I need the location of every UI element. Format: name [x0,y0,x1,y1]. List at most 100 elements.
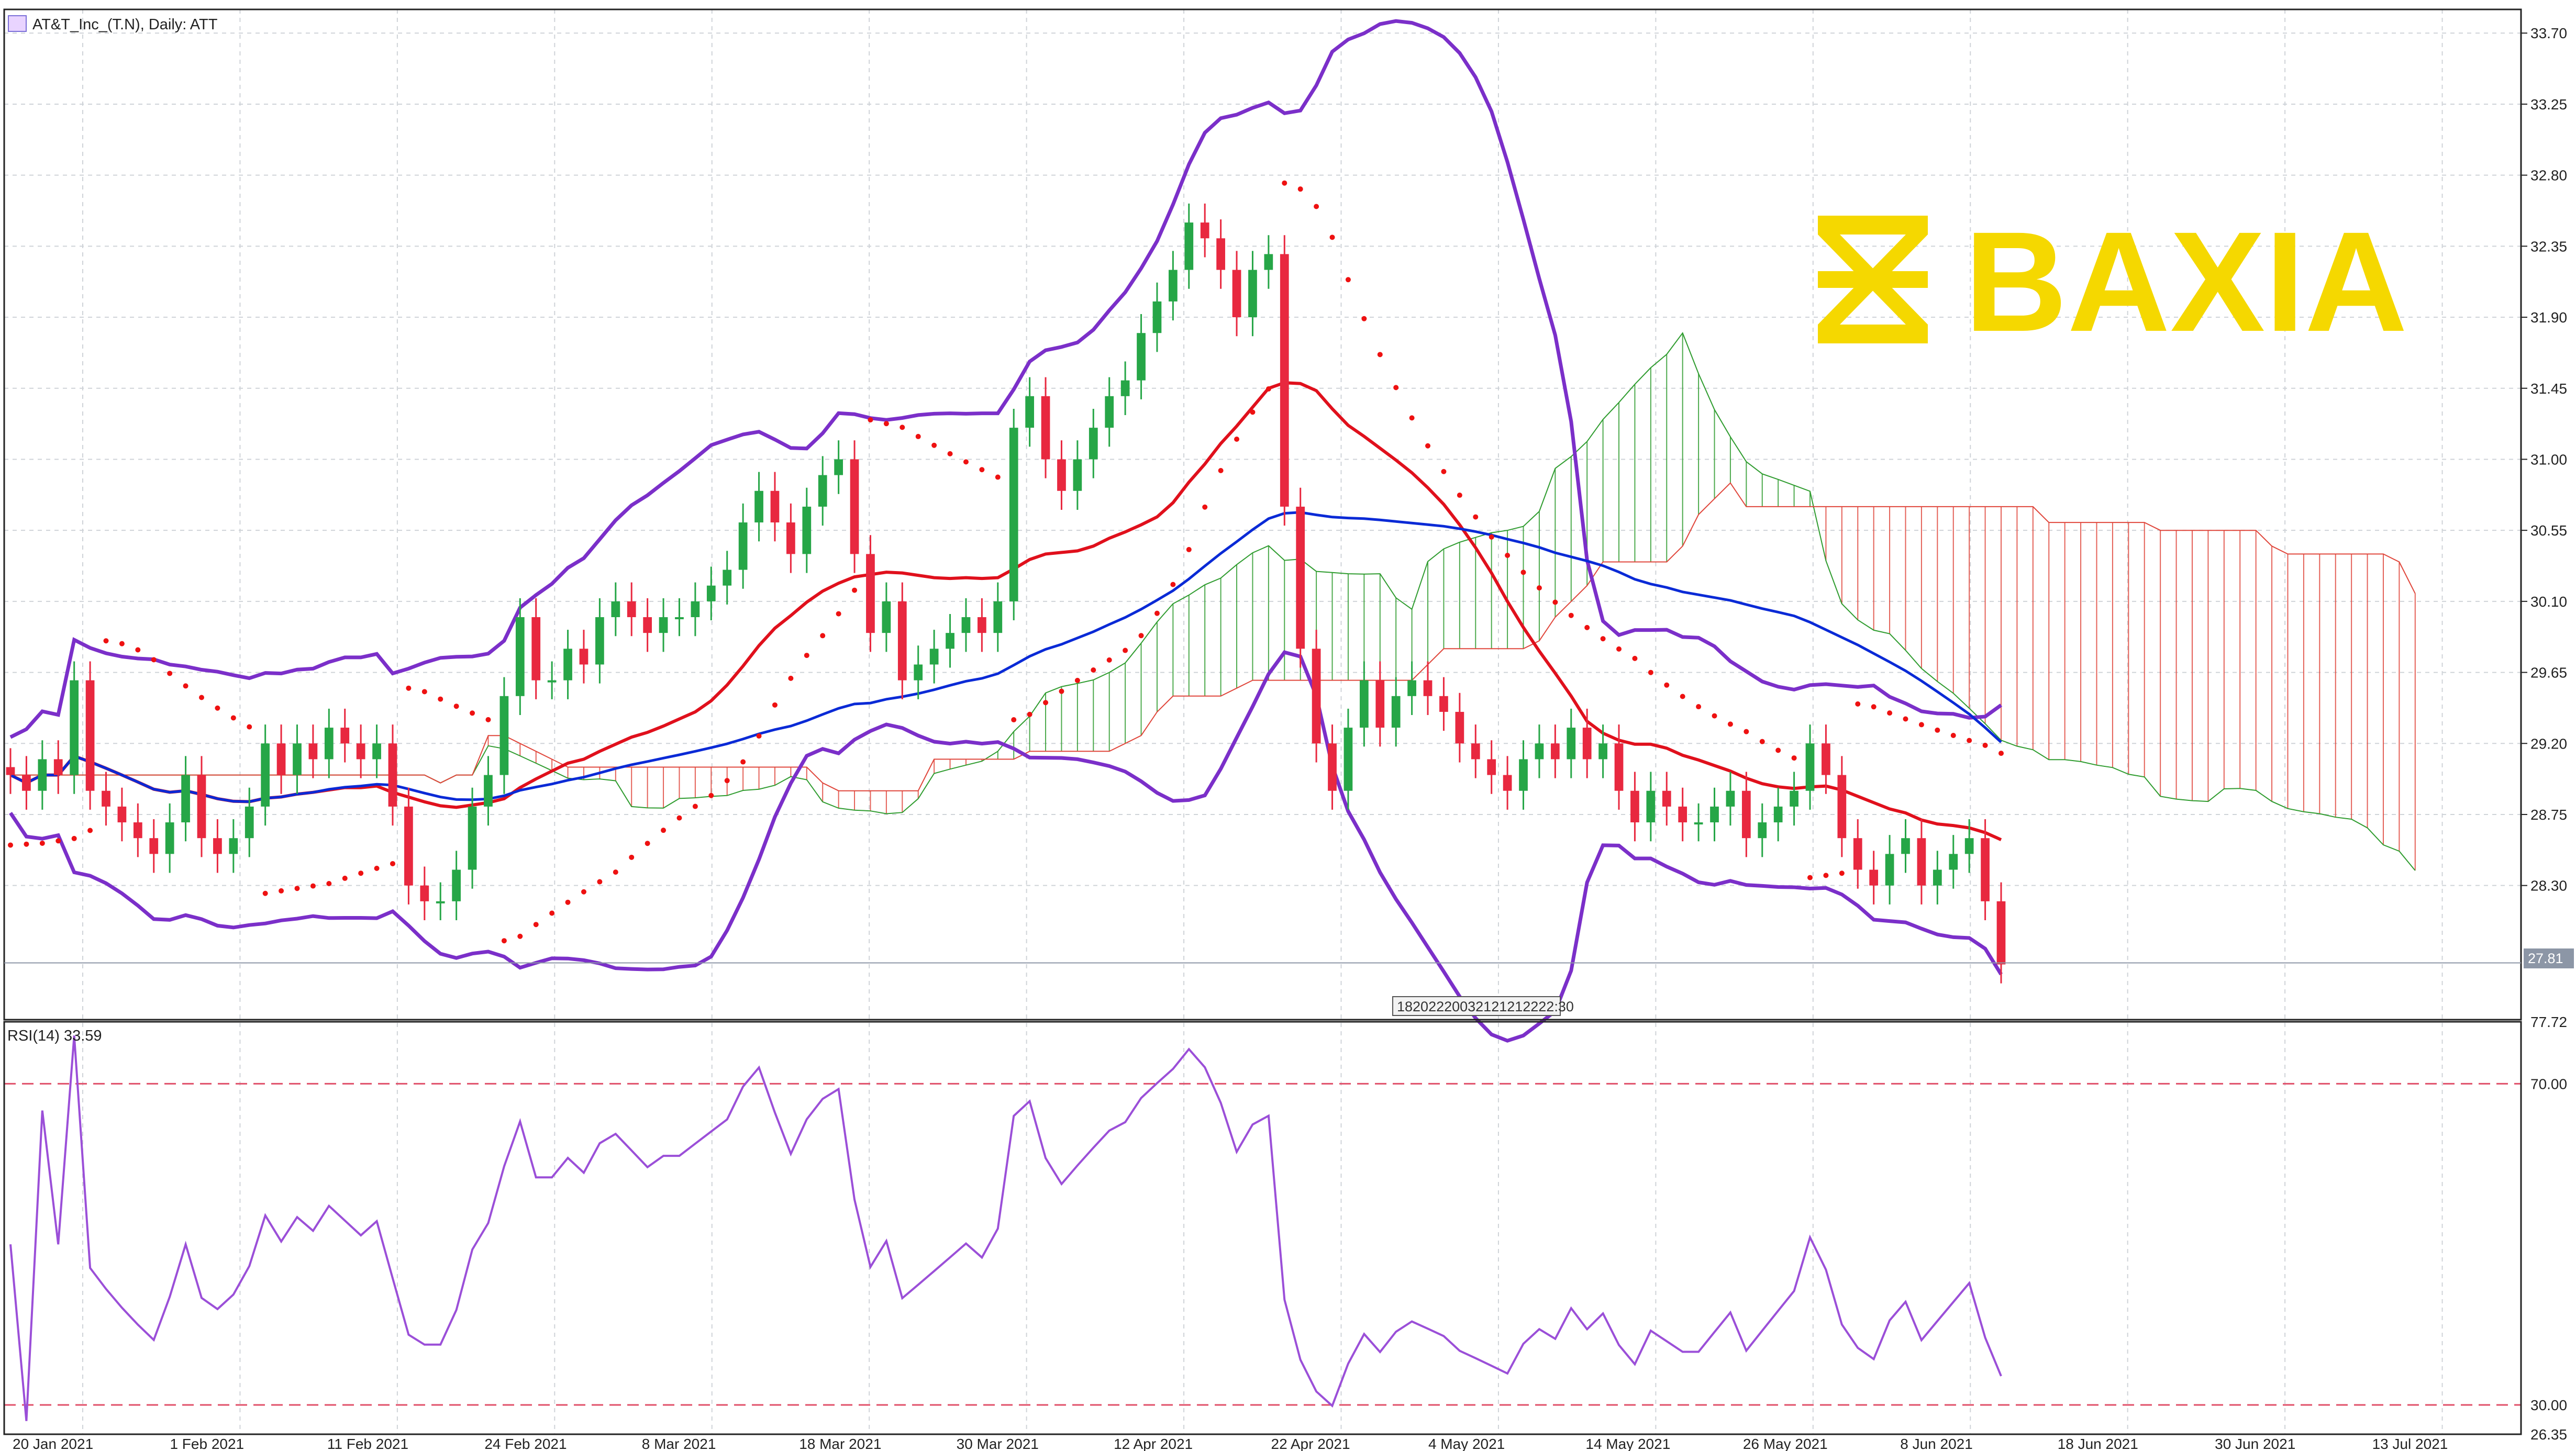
sar-dot [1202,504,1208,510]
sar-dot [71,835,77,841]
candle-body [436,901,445,903]
candle-body [1964,838,1974,854]
sar-dot [915,433,921,439]
candle-body [993,601,1003,633]
sar-dot [1584,624,1590,630]
candle-body [133,822,142,839]
sar-dot [1234,436,1240,442]
sar-dot [900,425,905,430]
candle-body [484,775,493,807]
sar-dot [1950,732,1956,738]
candle-body [229,838,238,854]
candle-body [1073,459,1082,491]
candle-body [1550,743,1560,760]
sar-dot [1727,721,1733,727]
sar-dot [39,840,45,846]
sar-dot [1903,716,1908,722]
candle-body [1296,506,1305,649]
candle-body [1805,743,1815,791]
x-tick-label: 12 Apr 2021 [1114,1436,1193,1451]
rsi-label: RSI(14) 33.59 [7,1028,102,1044]
candle-body [1407,680,1416,696]
candle-body [834,459,843,475]
sar-dot [931,442,937,448]
candle-body [1901,838,1910,854]
sar-dot [1616,646,1622,652]
x-tick-label: 13 Jul 2021 [2372,1436,2448,1451]
crosshair-tooltip: 18202220032121212222:30 [1392,996,1574,1016]
candle-body [1200,222,1209,239]
sar-dot [724,778,730,784]
candle-body [1503,775,1512,791]
sar-dot [1074,677,1080,683]
sar-dot [1807,875,1813,880]
candle-body [643,617,652,633]
sar-dot [772,702,778,708]
price-tick-label: 33.25 [2530,96,2567,113]
sar-dot [1775,747,1781,753]
candle-body [372,743,381,760]
candle-body [1391,696,1401,728]
price-tick-label: 31.00 [2530,451,2567,467]
sar-dot [692,803,698,809]
candle-body [1264,254,1273,270]
sar-dot [1329,235,1335,240]
candle-body [1025,396,1034,428]
candle-body [1152,301,1162,333]
candle-body [1216,238,1225,270]
candle-body [1885,854,1894,886]
sar-dot [613,869,618,875]
candle-body [882,601,891,633]
candle-body [659,617,668,633]
moving-average-blue [9,511,2002,803]
candle-body [1232,270,1241,318]
candle-body [213,838,222,854]
candle-body [754,490,763,523]
candle-body [611,601,620,618]
candle-body [1057,459,1066,491]
axes: 33.70 33.25 32.80 32.35 31.90 31.45 31.00 30.55… [3,8,2567,1451]
candles [6,203,2006,984]
sar-dot [247,724,252,730]
grid [4,9,2521,1434]
sar-dot [1457,493,1462,498]
sar-dot [1297,186,1303,192]
candle-body [388,743,397,807]
candle-body [1869,869,1879,886]
sar-dot [1059,688,1064,694]
candle-body [1120,380,1130,396]
sar-dot [1967,738,1972,743]
baxia-logo-icon [1818,216,1928,343]
sar-dot [517,933,523,939]
x-tick-label: 1 Feb 2021 [170,1436,244,1451]
sar-dot [868,417,873,423]
candle-body [324,728,334,760]
candle-body [978,617,986,633]
sar-dot [24,841,29,847]
sar-dot [1393,385,1399,390]
sar-dot [1520,570,1526,575]
sar-dot [215,705,220,711]
candle-body [929,649,939,665]
sar-dot [374,865,380,871]
candle-body [1423,680,1433,696]
sar-dot [1377,352,1383,358]
candle-body [675,617,684,620]
sar-dot [342,875,348,881]
sar-dot [262,890,268,896]
candle-body [1853,838,1862,870]
price-tick-label: 30.55 [2530,522,2567,539]
candle-body [1981,838,1990,901]
sar-dot [788,675,794,681]
symbol-label: AT&T_Inc_(T.N), Daily: ATT [32,16,218,33]
sar-dot [852,587,858,593]
candle-body [1312,649,1321,744]
sar-dot [1138,633,1144,639]
sar-dot [1839,870,1845,876]
candle-body [1741,790,1751,839]
candle-body [197,775,206,839]
sar-dot [485,717,491,722]
sar-dot [421,689,427,695]
sar-dot [756,733,762,739]
